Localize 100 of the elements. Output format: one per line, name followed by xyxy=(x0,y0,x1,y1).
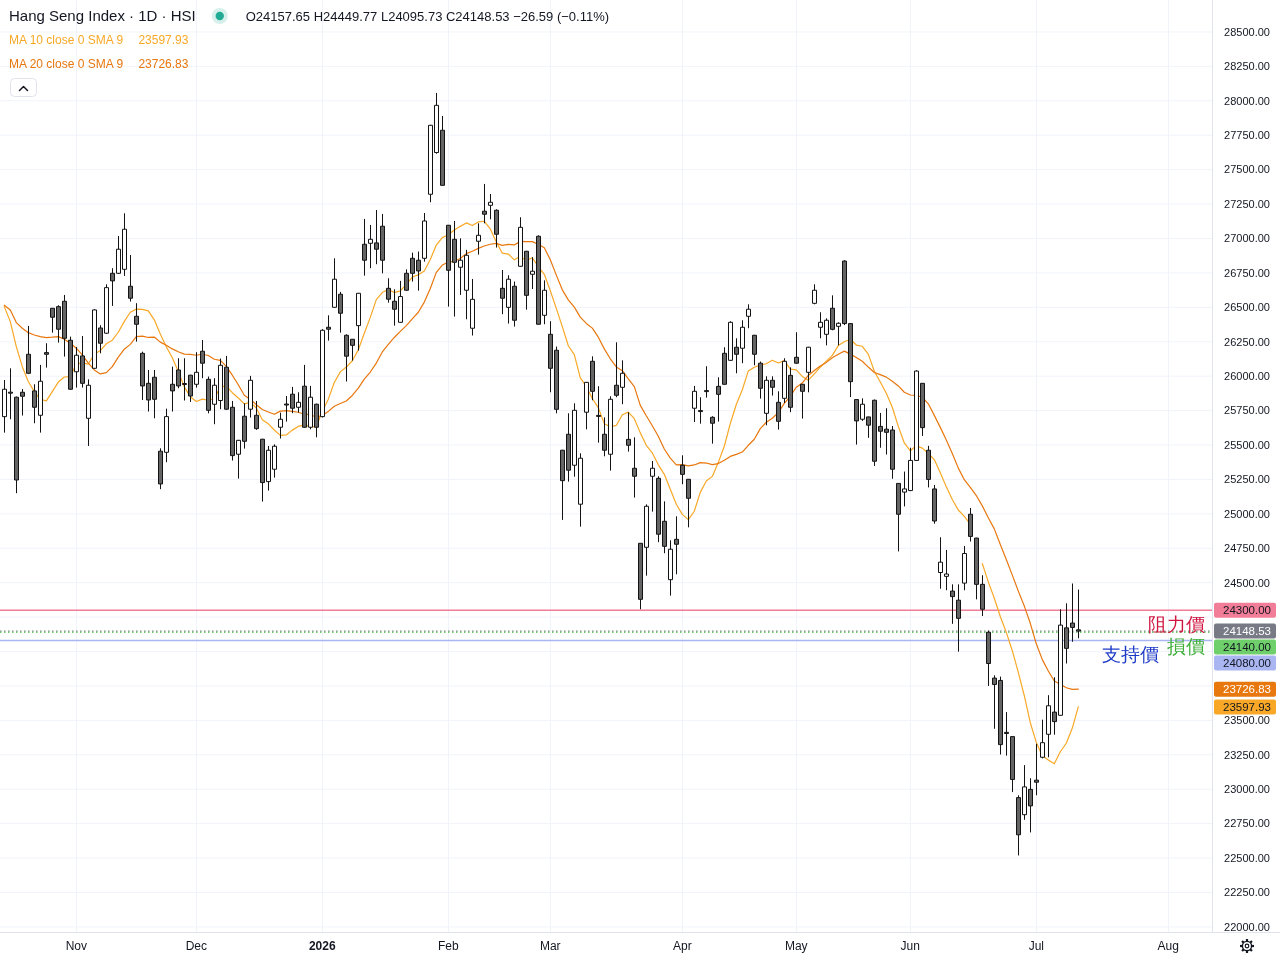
candlestick xyxy=(356,292,361,352)
x-tick-label: 2026 xyxy=(308,939,336,954)
text: 23726.83 xyxy=(1223,683,1271,696)
candlestick xyxy=(932,484,937,525)
candlestick xyxy=(926,445,931,488)
text: MA 20 close 0 SMA 9 xyxy=(9,57,124,72)
candlestick xyxy=(776,390,781,431)
candlestick xyxy=(248,375,253,419)
x-tick-label: Jul xyxy=(1028,939,1044,954)
text: 24300.00 xyxy=(1223,604,1271,617)
candlestick xyxy=(1010,735,1015,793)
annotation: 23597.93 xyxy=(138,33,189,48)
text: 24080.00 xyxy=(1223,657,1271,670)
y-tick-label: 28500.00 xyxy=(1224,25,1270,38)
x-tick-label: Nov xyxy=(65,939,87,954)
candlestick xyxy=(632,436,637,499)
y-tick-label: 22000.00 xyxy=(1224,920,1270,933)
candlestick xyxy=(476,222,481,256)
candlestick xyxy=(482,183,487,224)
candlestick xyxy=(746,303,751,329)
candlestick xyxy=(362,218,367,277)
candlestick xyxy=(806,346,811,393)
ref-line-label: 阻力價 xyxy=(1148,613,1205,635)
y-tick-label: 28000.00 xyxy=(1224,94,1270,107)
x-tick-label: Jun xyxy=(900,939,920,954)
candlestick xyxy=(812,283,817,305)
candlestick xyxy=(944,549,949,591)
ref-line-label: 支持價 xyxy=(1102,643,1159,665)
y-tick-label: 22750.00 xyxy=(1224,817,1270,830)
candlestick xyxy=(422,212,427,263)
candlestick xyxy=(1040,719,1045,759)
y-tick-label: 26500.00 xyxy=(1224,301,1270,314)
candlestick xyxy=(128,254,133,303)
candlestick xyxy=(794,331,799,365)
candlestick xyxy=(488,193,493,220)
text: 24140.00 xyxy=(1223,641,1271,654)
y-tick-label: 27750.00 xyxy=(1224,129,1270,142)
candlestick xyxy=(650,460,655,513)
candlestick xyxy=(386,277,391,304)
candlestick xyxy=(704,365,709,399)
text: Hang Seng Index · 1D · HSI xyxy=(9,7,196,25)
candlestick xyxy=(494,208,499,249)
y-tick-label: 25750.00 xyxy=(1224,404,1270,417)
y-tick-label: 27250.00 xyxy=(1224,197,1270,210)
x-tick-label: Feb xyxy=(437,939,459,954)
y-tick-label: 24500.00 xyxy=(1224,576,1270,589)
y-tick-label: 25250.00 xyxy=(1224,473,1270,486)
x-tick-label: Aug xyxy=(1157,939,1179,954)
text: 24148.53 xyxy=(1223,625,1271,638)
candlestick xyxy=(278,412,283,440)
candlestick xyxy=(14,396,19,494)
candlestick xyxy=(134,302,139,343)
y-tick-label: 22250.00 xyxy=(1224,886,1270,899)
y-tick-label: 26750.00 xyxy=(1224,266,1270,279)
y-tick-label: 23000.00 xyxy=(1224,783,1270,796)
candlestick xyxy=(692,385,697,423)
line-series xyxy=(3,240,1079,690)
y-tick-label: 24750.00 xyxy=(1224,542,1270,555)
ref-line-label: 損價 xyxy=(1167,635,1205,657)
candlestick xyxy=(680,454,685,485)
candlestick xyxy=(86,378,91,447)
candlestick xyxy=(674,515,679,575)
candlestick xyxy=(686,478,691,528)
x-tick-label: Dec xyxy=(185,939,207,954)
x-tick-label: May xyxy=(784,939,808,954)
candlestick xyxy=(968,507,973,543)
annotation: 23726.83 xyxy=(138,57,189,72)
candlestick xyxy=(44,342,49,369)
y-tick-label: 27500.00 xyxy=(1224,163,1270,176)
candlestick xyxy=(950,583,955,625)
candlestick xyxy=(1076,589,1081,639)
candlestick xyxy=(254,400,259,431)
candlestick xyxy=(938,536,943,590)
candlestick xyxy=(710,415,715,445)
y-tick-label: 27000.00 xyxy=(1224,232,1270,245)
candlestick xyxy=(326,314,331,342)
y-tick-label: 25500.00 xyxy=(1224,438,1270,451)
candlestick xyxy=(668,539,673,597)
y-tick-label: 23250.00 xyxy=(1224,748,1270,761)
text: O24157.65 H24449.77 L24095.73 C24148.53 −26.59 (−0.11%) xyxy=(245,8,610,24)
candlestick xyxy=(26,325,31,375)
candlestick xyxy=(752,334,757,366)
candlestick xyxy=(596,385,601,444)
text: 23597.93 xyxy=(1223,701,1271,714)
candlestick xyxy=(986,630,991,687)
candlestick xyxy=(962,545,967,591)
x-tick-label: Apr xyxy=(672,939,692,954)
candlestick xyxy=(20,388,25,417)
candlestick xyxy=(200,339,205,379)
text: MA 10 close 0 SMA 9 xyxy=(9,33,124,48)
candlestick xyxy=(716,376,721,423)
candlestick xyxy=(1034,743,1039,796)
y-tick-label: 28250.00 xyxy=(1224,60,1270,73)
x-tick-label: Mar xyxy=(539,939,561,954)
candlestick xyxy=(626,411,631,453)
y-tick-label: 25000.00 xyxy=(1224,507,1270,520)
candlestick xyxy=(470,278,475,337)
candlestick xyxy=(698,396,703,425)
candlestick xyxy=(800,383,805,420)
y-tick-label: 22500.00 xyxy=(1224,851,1270,864)
